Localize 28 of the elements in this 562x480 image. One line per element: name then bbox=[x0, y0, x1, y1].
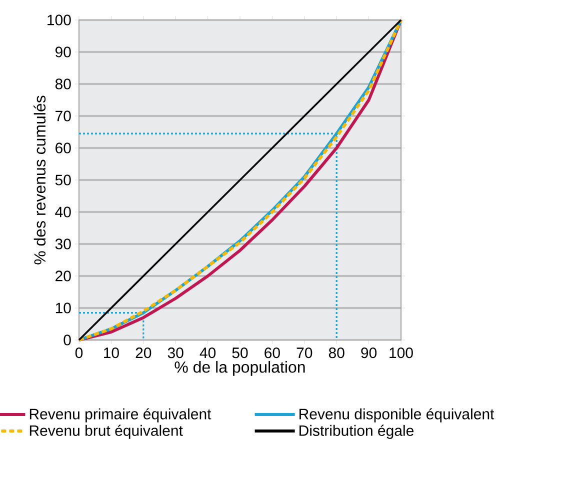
y-tick-label: 60 bbox=[56, 142, 71, 154]
y-tick-label: 80 bbox=[55, 78, 71, 90]
x-tick-label: 50 bbox=[232, 348, 248, 358]
y-tick-label: 100 bbox=[48, 14, 71, 26]
legend-label: Revenu disponible équivalent bbox=[300, 408, 494, 422]
x-tick-label: 100 bbox=[390, 348, 413, 358]
legend-label: Distribution égale bbox=[300, 424, 414, 439]
y-tick-label: 90 bbox=[55, 46, 71, 58]
y-axis-title: % des revenus cumulés bbox=[34, 96, 46, 264]
x-tick-label: 60 bbox=[264, 348, 280, 358]
y-tick-label: 0 bbox=[64, 334, 71, 346]
x-tick-label: 40 bbox=[200, 348, 216, 358]
x-tick-label: 70 bbox=[296, 348, 312, 358]
y-tick-label: 50 bbox=[55, 174, 71, 186]
y-tick-label: 10 bbox=[56, 302, 71, 314]
y-tick-label: 70 bbox=[56, 110, 71, 122]
legend-label: Revenu brut équivalent bbox=[30, 424, 183, 439]
x-tick-label: 80 bbox=[328, 348, 344, 358]
x-tick-label: 20 bbox=[136, 348, 152, 358]
x-tick-label: 10 bbox=[104, 348, 119, 358]
x-tick-label: 30 bbox=[168, 348, 184, 358]
x-tick-label: 0 bbox=[75, 348, 83, 358]
x-tick-label: 90 bbox=[361, 348, 377, 358]
y-tick-label: 40 bbox=[55, 206, 71, 218]
y-tick-label: 20 bbox=[56, 270, 71, 282]
legend-label: Revenu primaire équivalent bbox=[30, 408, 212, 422]
x-axis-title: % de la population bbox=[174, 361, 305, 376]
y-tick-label: 30 bbox=[55, 238, 71, 250]
